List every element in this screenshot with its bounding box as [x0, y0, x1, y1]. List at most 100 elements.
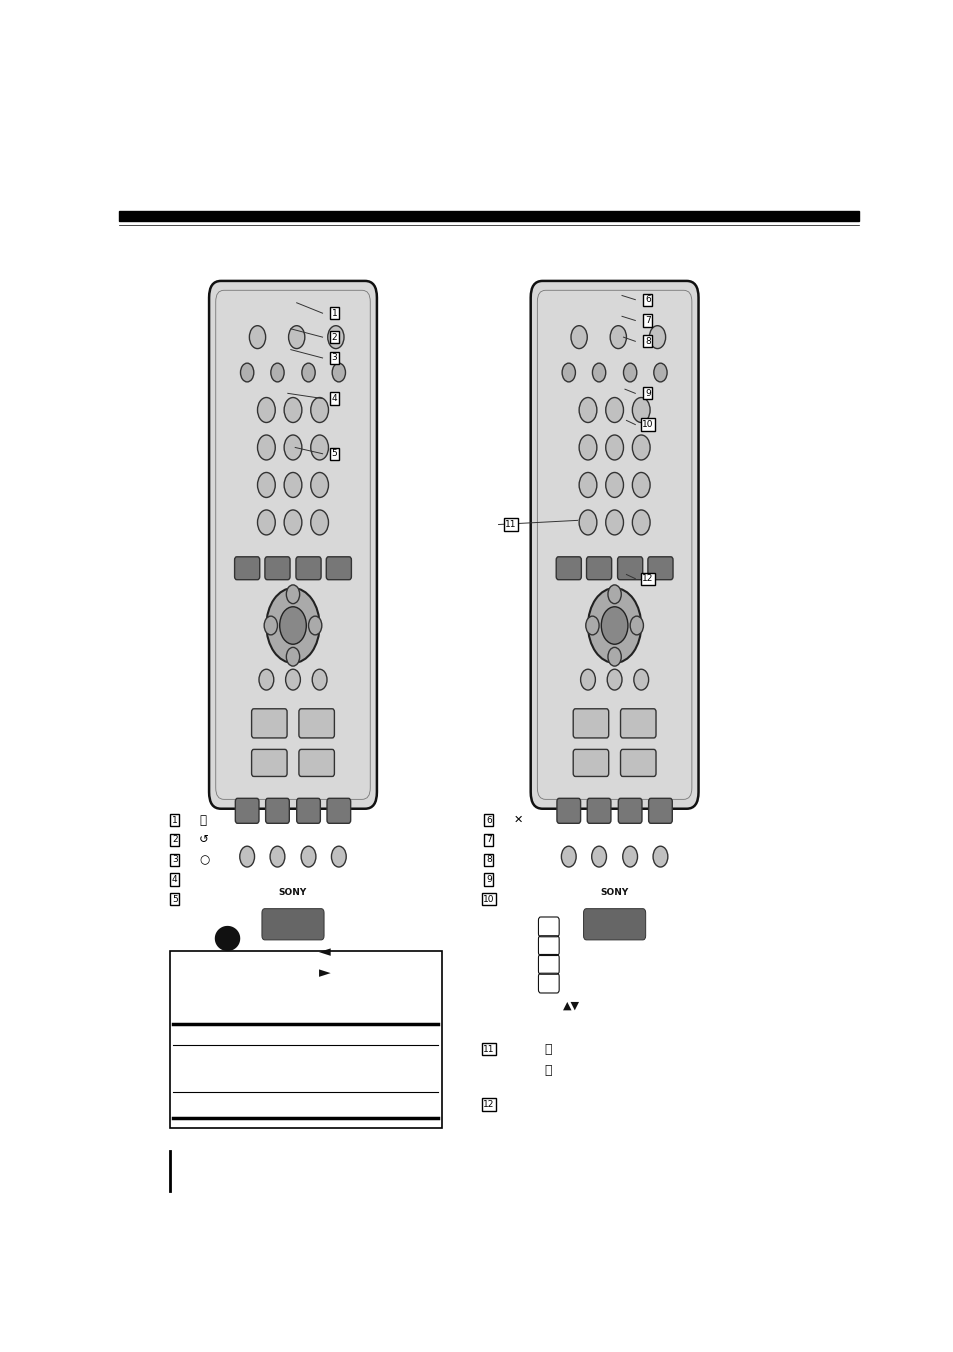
- Text: 5: 5: [172, 895, 177, 903]
- FancyBboxPatch shape: [586, 557, 611, 580]
- FancyBboxPatch shape: [530, 281, 698, 808]
- FancyBboxPatch shape: [587, 798, 610, 823]
- Text: 2: 2: [332, 333, 336, 342]
- Circle shape: [311, 510, 328, 535]
- FancyBboxPatch shape: [234, 557, 259, 580]
- Text: 3: 3: [172, 856, 177, 864]
- Text: 9: 9: [485, 875, 492, 884]
- Circle shape: [632, 472, 649, 498]
- Circle shape: [606, 669, 621, 690]
- FancyBboxPatch shape: [617, 557, 642, 580]
- Circle shape: [578, 472, 597, 498]
- Text: 4: 4: [172, 875, 177, 884]
- Circle shape: [571, 326, 587, 349]
- Circle shape: [653, 846, 667, 867]
- Text: ●: ●: [212, 921, 241, 955]
- Bar: [170, 952, 441, 1129]
- FancyBboxPatch shape: [296, 798, 320, 823]
- Circle shape: [610, 326, 626, 349]
- Circle shape: [633, 669, 648, 690]
- Text: 1: 1: [332, 308, 337, 318]
- Circle shape: [249, 326, 265, 349]
- Text: ◄: ◄: [318, 944, 331, 959]
- Text: 2: 2: [172, 836, 177, 845]
- Circle shape: [580, 669, 595, 690]
- Circle shape: [271, 364, 284, 381]
- Circle shape: [288, 326, 305, 349]
- FancyBboxPatch shape: [618, 798, 641, 823]
- FancyBboxPatch shape: [295, 557, 321, 580]
- Circle shape: [561, 364, 575, 381]
- FancyBboxPatch shape: [573, 708, 608, 738]
- FancyBboxPatch shape: [557, 798, 580, 823]
- Text: 7: 7: [485, 836, 492, 845]
- Circle shape: [240, 364, 253, 381]
- Circle shape: [592, 364, 605, 381]
- Circle shape: [632, 510, 649, 535]
- Text: 3: 3: [332, 353, 337, 362]
- Circle shape: [257, 397, 275, 423]
- Circle shape: [311, 397, 328, 423]
- Text: 12: 12: [483, 1101, 494, 1109]
- Text: 10: 10: [641, 420, 653, 429]
- Circle shape: [605, 435, 623, 460]
- Circle shape: [605, 397, 623, 423]
- Circle shape: [560, 846, 576, 867]
- Text: 7: 7: [644, 316, 650, 324]
- FancyBboxPatch shape: [265, 798, 289, 823]
- Circle shape: [607, 585, 620, 603]
- Circle shape: [605, 510, 623, 535]
- Circle shape: [328, 326, 344, 349]
- Circle shape: [266, 588, 319, 662]
- Text: ⏱: ⏱: [544, 1064, 551, 1076]
- Circle shape: [285, 669, 300, 690]
- Circle shape: [301, 364, 314, 381]
- Circle shape: [331, 846, 346, 867]
- FancyBboxPatch shape: [235, 798, 258, 823]
- Text: 6: 6: [485, 815, 492, 825]
- FancyBboxPatch shape: [556, 557, 580, 580]
- Text: 12: 12: [641, 575, 653, 583]
- Circle shape: [591, 846, 606, 867]
- Circle shape: [607, 648, 620, 667]
- FancyBboxPatch shape: [252, 708, 287, 738]
- Circle shape: [649, 326, 665, 349]
- FancyBboxPatch shape: [327, 798, 351, 823]
- FancyBboxPatch shape: [583, 909, 645, 940]
- Circle shape: [578, 435, 597, 460]
- Text: ○: ○: [199, 853, 209, 867]
- Circle shape: [308, 617, 321, 635]
- Circle shape: [257, 472, 275, 498]
- FancyBboxPatch shape: [619, 708, 656, 738]
- Circle shape: [622, 846, 637, 867]
- Circle shape: [257, 510, 275, 535]
- Text: 8: 8: [644, 337, 650, 346]
- Circle shape: [332, 364, 345, 381]
- FancyBboxPatch shape: [573, 749, 608, 776]
- FancyBboxPatch shape: [648, 798, 672, 823]
- Text: ⏰: ⏰: [544, 1042, 551, 1056]
- Circle shape: [587, 588, 640, 662]
- Circle shape: [284, 472, 301, 498]
- Circle shape: [312, 669, 327, 690]
- Circle shape: [257, 435, 275, 460]
- Text: 9: 9: [644, 389, 650, 397]
- Circle shape: [239, 846, 254, 867]
- Circle shape: [270, 846, 285, 867]
- FancyBboxPatch shape: [298, 708, 335, 738]
- Circle shape: [632, 435, 649, 460]
- Circle shape: [623, 364, 637, 381]
- Circle shape: [284, 510, 301, 535]
- Text: ►: ►: [318, 965, 331, 980]
- Circle shape: [286, 585, 299, 603]
- Circle shape: [264, 617, 277, 635]
- Circle shape: [279, 607, 306, 645]
- Text: SONY: SONY: [278, 887, 307, 896]
- Circle shape: [653, 364, 666, 381]
- Text: ⏻: ⏻: [199, 814, 206, 826]
- Circle shape: [585, 617, 598, 635]
- Text: ▲▼: ▲▼: [562, 1000, 579, 1010]
- Text: SONY: SONY: [599, 887, 628, 896]
- Circle shape: [284, 435, 301, 460]
- FancyBboxPatch shape: [326, 557, 351, 580]
